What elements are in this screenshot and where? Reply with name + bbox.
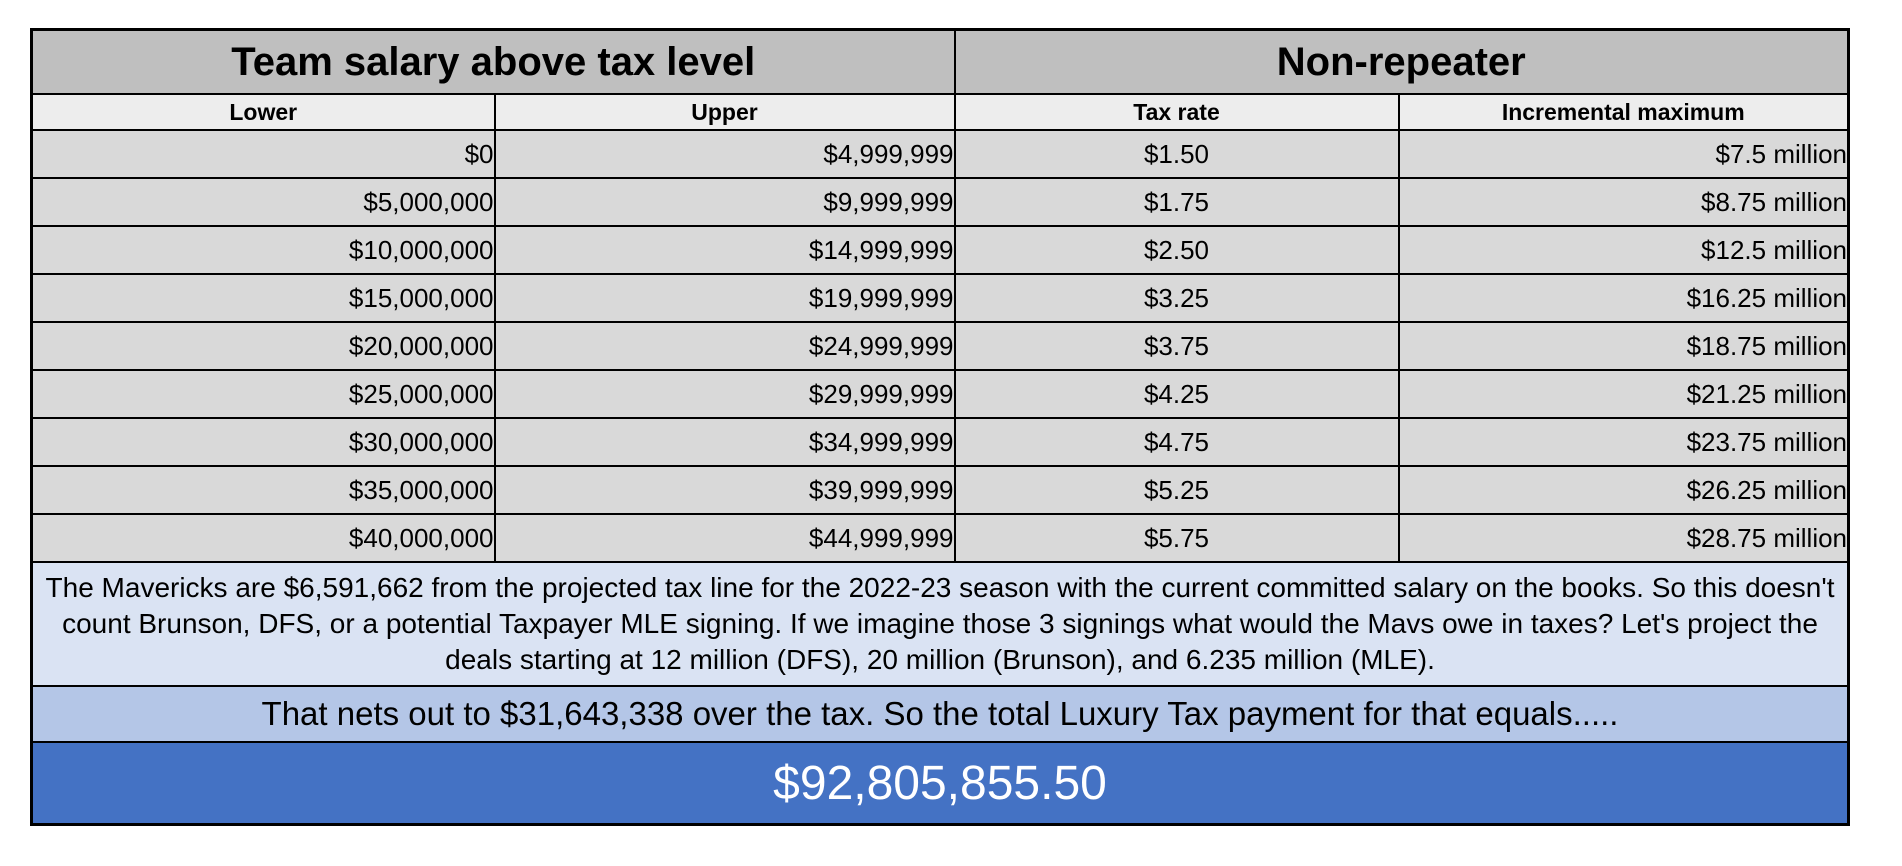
table-row: $10,000,000 $14,999,999 $2.50 $12.5 mill… (30, 225, 1850, 275)
table-row: $5,000,000 $9,999,999 $1.75 $8.75 millio… (30, 177, 1850, 227)
total-amount: $92,805,855.50 (30, 741, 1850, 826)
cell-lower: $15,000,000 (30, 273, 496, 323)
cell-upper: $9,999,999 (493, 177, 956, 227)
luxury-tax-table-graphic: Team salary above tax level Non-repeater… (30, 28, 1851, 826)
cell-incremental-maximum: $21.25 million (1397, 369, 1850, 419)
cell-upper: $44,999,999 (493, 513, 956, 563)
cell-tax-rate: $1.50 (953, 129, 1400, 179)
group-header-team-salary: Team salary above tax level (30, 28, 956, 95)
table-row: $15,000,000 $19,999,999 $3.25 $16.25 mil… (30, 273, 1850, 323)
note-row: The Mavericks are $6,591,662 from the pr… (30, 561, 1850, 687)
cell-tax-rate: $3.75 (953, 321, 1400, 371)
cell-incremental-maximum: $8.75 million (1397, 177, 1850, 227)
column-header-tax-rate: Tax rate (953, 93, 1400, 131)
table-row: $35,000,000 $39,999,999 $5.25 $26.25 mil… (30, 465, 1850, 515)
luxury-tax-table: Team salary above tax level Non-repeater… (30, 28, 1851, 826)
table-row: $25,000,000 $29,999,999 $4.25 $21.25 mil… (30, 369, 1850, 419)
total-row: $92,805,855.50 (30, 741, 1850, 826)
group-header-row: Team salary above tax level Non-repeater (30, 28, 1850, 95)
column-header-lower: Lower (30, 93, 496, 131)
cell-lower: $10,000,000 (30, 225, 496, 275)
cell-upper: $4,999,999 (493, 129, 956, 179)
cell-tax-rate: $4.75 (953, 417, 1400, 467)
table-row: $20,000,000 $24,999,999 $3.75 $18.75 mil… (30, 321, 1850, 371)
column-header-row: Lower Upper Tax rate Incremental maximum (30, 93, 1850, 131)
cell-incremental-maximum: $18.75 million (1397, 321, 1850, 371)
cell-incremental-maximum: $26.25 million (1397, 465, 1850, 515)
cell-lower: $40,000,000 (30, 513, 496, 563)
table-row: $30,000,000 $34,999,999 $4.75 $23.75 mil… (30, 417, 1850, 467)
table-row: $40,000,000 $44,999,999 $5.75 $28.75 mil… (30, 513, 1850, 563)
cell-upper: $29,999,999 (493, 369, 956, 419)
cell-incremental-maximum: $16.25 million (1397, 273, 1850, 323)
cell-tax-rate: $5.75 (953, 513, 1400, 563)
cell-tax-rate: $4.25 (953, 369, 1400, 419)
note-text: The Mavericks are $6,591,662 from the pr… (30, 561, 1850, 687)
cell-lower: $5,000,000 (30, 177, 496, 227)
cell-upper: $19,999,999 (493, 273, 956, 323)
cell-incremental-maximum: $7.5 million (1397, 129, 1850, 179)
cell-tax-rate: $2.50 (953, 225, 1400, 275)
cell-lower: $30,000,000 (30, 417, 496, 467)
cell-lower: $25,000,000 (30, 369, 496, 419)
cell-tax-rate: $5.25 (953, 465, 1400, 515)
cell-tax-rate: $3.25 (953, 273, 1400, 323)
cell-upper: $24,999,999 (493, 321, 956, 371)
cell-lower: $0 (30, 129, 496, 179)
cell-upper: $39,999,999 (493, 465, 956, 515)
cell-lower: $20,000,000 (30, 321, 496, 371)
column-header-upper: Upper (493, 93, 956, 131)
group-header-non-repeater: Non-repeater (953, 28, 1850, 95)
column-header-incremental-maximum: Incremental maximum (1397, 93, 1850, 131)
summary-text: That nets out to $31,643,338 over the ta… (30, 685, 1850, 743)
cell-lower: $35,000,000 (30, 465, 496, 515)
cell-incremental-maximum: $23.75 million (1397, 417, 1850, 467)
cell-tax-rate: $1.75 (953, 177, 1400, 227)
cell-upper: $34,999,999 (493, 417, 956, 467)
table-row: $0 $4,999,999 $1.50 $7.5 million (30, 129, 1850, 179)
cell-incremental-maximum: $12.5 million (1397, 225, 1850, 275)
cell-upper: $14,999,999 (493, 225, 956, 275)
cell-incremental-maximum: $28.75 million (1397, 513, 1850, 563)
summary-row: That nets out to $31,643,338 over the ta… (30, 685, 1850, 743)
